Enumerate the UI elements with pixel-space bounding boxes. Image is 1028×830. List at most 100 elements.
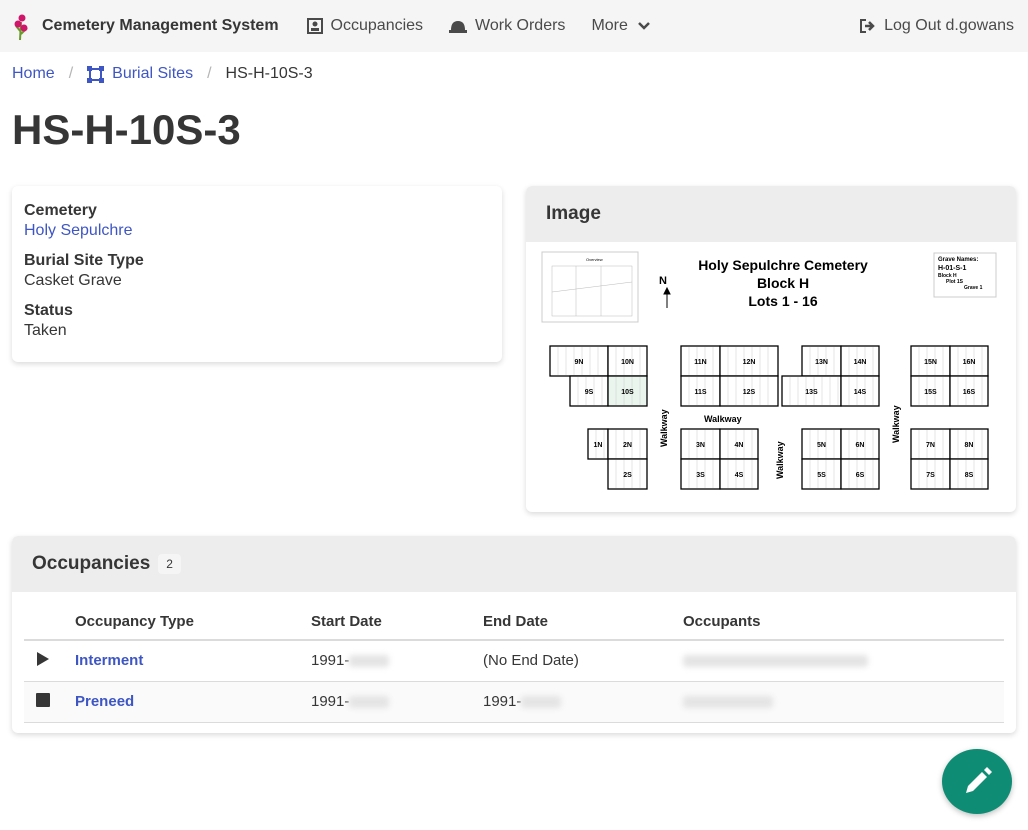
lot-label: 7S [926, 472, 935, 479]
stop-icon [36, 692, 50, 707]
north-label: N [659, 275, 667, 287]
lot-12n [719, 345, 779, 377]
breadcrumb-label: Burial Sites [112, 65, 194, 82]
lot-label: 11N [694, 359, 706, 366]
logout-label: Log Out d.gowans [884, 17, 1014, 34]
breadcrumb-home[interactable]: Home [12, 65, 55, 82]
lot-label: 3S [696, 472, 705, 479]
lot-label: 4S [735, 472, 744, 479]
walkway-label: Walkway [775, 441, 785, 479]
column-header: End Date [482, 604, 682, 641]
logout-link[interactable]: Log Out d.gowans [860, 17, 1014, 35]
lot-label: 2N [623, 442, 632, 449]
start-date: 1991- [311, 652, 350, 670]
lot-label: 7N [926, 442, 935, 449]
lot-label: 8N [965, 442, 974, 449]
lot-label: 4N [735, 442, 744, 449]
type-label: Burial Site Type [24, 252, 144, 269]
lot-label: 1N [594, 442, 603, 449]
nav-more-dropdown[interactable]: More [591, 17, 657, 35]
lot-label: 9N [575, 359, 584, 366]
lot-15s [910, 375, 951, 407]
lot-7n [910, 428, 951, 460]
breadcrumb-separator: / [207, 65, 212, 82]
logout-icon [860, 19, 875, 33]
lot-label: 6S [856, 472, 865, 479]
lot-7s [910, 458, 951, 490]
cemetery-map-image: Overview Holy Sepulchre Cemetery Block H… [541, 251, 997, 490]
occupancies-card: Occupancies 2 Occupancy Type Start Date E… [12, 536, 1016, 733]
legend-line: Block H [938, 273, 957, 279]
nav-occupancies[interactable]: Occupancies [306, 17, 424, 35]
walkway-label: Walkway [659, 409, 669, 447]
lot-label: 14N [854, 359, 867, 366]
nav-work-orders[interactable]: Work Orders [449, 17, 565, 35]
lot-9s [569, 375, 609, 407]
lot-label: 8S [965, 472, 974, 479]
lot-6s [840, 458, 880, 490]
lot-label: 10S [621, 389, 634, 396]
lot-label: 13S [805, 389, 818, 396]
lot-label: 15N [924, 359, 937, 366]
table-row: Interment 1991- (No End Date) [24, 640, 1004, 682]
lot-13n [801, 345, 842, 377]
edit-button[interactable] [942, 749, 1012, 814]
breadcrumb: Home / Burial Sites / HS-H-10S-3 [0, 52, 1028, 96]
lot-label: 12S [743, 389, 756, 396]
map-subtitle: Block H [757, 275, 809, 291]
lot-3s [680, 458, 721, 490]
brand[interactable]: Cemetery Management System [12, 10, 279, 42]
lot-label: 11S [694, 389, 706, 396]
nav-label: Work Orders [475, 17, 566, 34]
column-header: Occupancy Type [74, 604, 310, 641]
nav-label: More [591, 17, 628, 34]
lot-label: 14S [854, 389, 867, 396]
lot-11s [680, 375, 721, 407]
lot-label: 16S [963, 389, 976, 396]
burial-site-info-card: Cemetery Holy Sepulchre Burial Site Type… [12, 186, 502, 362]
legend-line: Plot 1S [946, 279, 964, 285]
redacted [521, 696, 562, 709]
lot-label: 16N [963, 359, 976, 366]
breadcrumb-burial-sites[interactable]: Burial Sites [87, 65, 193, 83]
tulip-logo-icon [14, 14, 28, 41]
breadcrumb-current: HS-H-10S-3 [225, 65, 313, 82]
occupancy-type-link[interactable]: Interment [75, 652, 144, 670]
image-heading: Image [526, 186, 1016, 242]
chevron-down-icon [638, 22, 650, 30]
nav-label: Occupancies [330, 17, 424, 34]
lot-label: 9S [585, 389, 594, 396]
burial-site-icon [87, 65, 105, 83]
occupancy-icon [306, 18, 323, 34]
page-title: HS-H-10S-3 [12, 106, 241, 153]
cemetery-link[interactable]: Holy Sepulchre [24, 222, 133, 239]
legend-line: Grave Names: [938, 257, 978, 263]
overview-label: Overview [586, 257, 603, 262]
lot-label: 12N [743, 359, 756, 366]
lot-4s [719, 458, 759, 490]
column-header: Occupants [682, 604, 1004, 641]
lot-14s [840, 375, 880, 407]
brand-title: Cemetery Management System [42, 17, 279, 34]
lot-10s [607, 375, 648, 407]
lot-12s [719, 375, 779, 407]
top-navbar: Cemetery Management System Occupancies W… [0, 0, 1028, 52]
redacted [349, 696, 390, 709]
redacted-occupants [683, 696, 773, 709]
lot-label: 15S [924, 389, 937, 396]
walkway-label: Walkway [704, 414, 742, 424]
occupancy-type-link[interactable]: Preneed [75, 693, 135, 710]
pencil-icon [966, 766, 992, 793]
lot-label: 3N [696, 442, 705, 449]
status-label: Status [24, 302, 73, 319]
end-date: 1991- [483, 693, 522, 710]
hard-hat-icon [449, 21, 468, 33]
lot-5s [801, 458, 842, 490]
map-title: Holy Sepulchre Cemetery [698, 257, 868, 273]
lot-4n [719, 428, 759, 460]
occupancies-table: Occupancy Type Start Date End Date Occup… [24, 604, 1004, 723]
map-lots: Lots 1 - 16 [748, 293, 817, 309]
occupancy-count-badge: 2 [158, 554, 181, 574]
lot-14n [840, 345, 880, 377]
redacted-occupants [683, 655, 868, 668]
